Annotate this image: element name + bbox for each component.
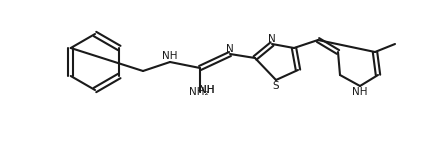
Text: N: N — [226, 44, 234, 54]
Text: NH: NH — [162, 51, 178, 61]
Text: NH: NH — [199, 85, 215, 95]
Text: NH: NH — [199, 85, 215, 95]
Text: S: S — [273, 81, 279, 91]
Text: NH: NH — [352, 87, 368, 97]
Text: NH₂: NH₂ — [189, 87, 209, 97]
Text: N: N — [268, 34, 276, 44]
